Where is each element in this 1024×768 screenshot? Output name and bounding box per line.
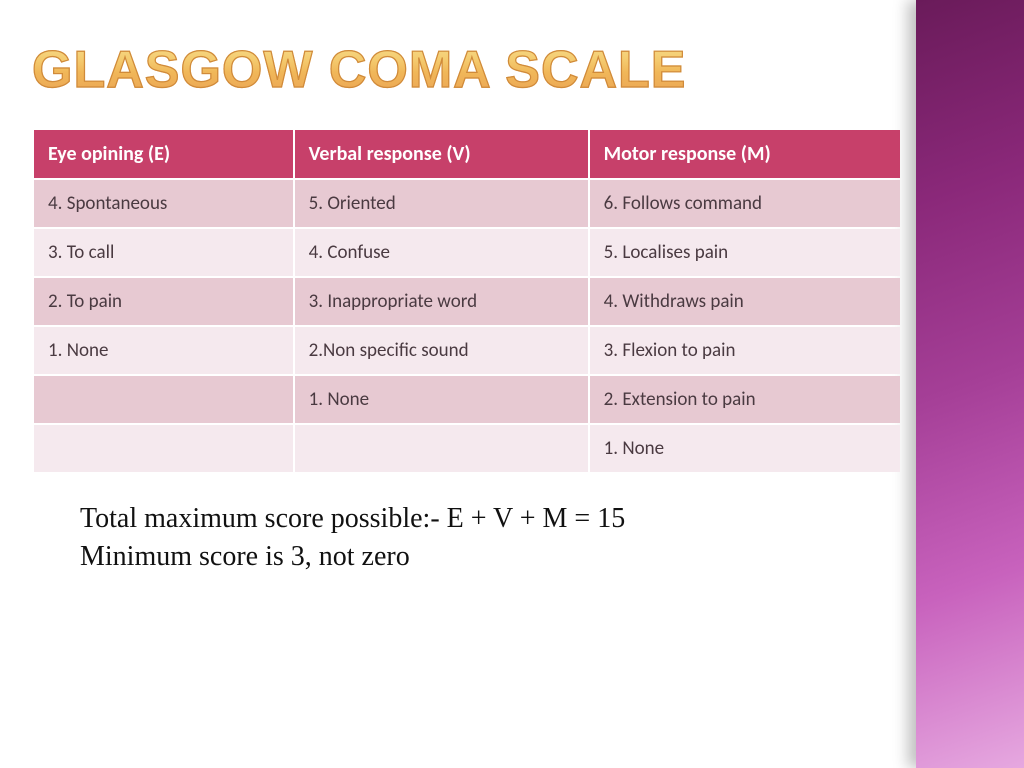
col-header-eye: Eye opining (E) [34, 130, 293, 178]
table-cell: 4. Confuse [295, 229, 588, 276]
gcs-table-body: 4. Spontaneous5. Oriented6. Follows comm… [34, 180, 900, 472]
table-row: 1. None2. Extension to pain [34, 376, 900, 423]
table-cell: 2. Extension to pain [590, 376, 900, 423]
table-cell: 2. To pain [34, 278, 293, 325]
table-cell: 1. None [34, 327, 293, 374]
table-row: 1. None [34, 425, 900, 472]
table-cell [34, 376, 293, 423]
table-cell: 3. Inappropriate word [295, 278, 588, 325]
gcs-table: Eye opining (E) Verbal response (V) Moto… [32, 128, 902, 474]
table-row: 4. Spontaneous5. Oriented6. Follows comm… [34, 180, 900, 227]
col-header-motor: Motor response (M) [590, 130, 900, 178]
note-min-score: Minimum score is 3, not zero [80, 538, 902, 576]
table-cell: 5. Localises pain [590, 229, 900, 276]
table-cell: 4. Spontaneous [34, 180, 293, 227]
table-header-row: Eye opining (E) Verbal response (V) Moto… [34, 130, 900, 178]
page-title: GLASGOW COMA SCALE [32, 40, 902, 100]
table-cell: 4. Withdraws pain [590, 278, 900, 325]
table-cell: 3. To call [34, 229, 293, 276]
table-cell: 1. None [590, 425, 900, 472]
table-row: 2. To pain3. Inappropriate word4. Withdr… [34, 278, 900, 325]
table-cell: 5. Oriented [295, 180, 588, 227]
table-cell: 2.Non specific sound [295, 327, 588, 374]
summary-notes: Total maximum score possible:- E + V + M… [80, 500, 902, 576]
table-row: 3. To call4. Confuse5. Localises pain [34, 229, 900, 276]
note-max-score: Total maximum score possible:- E + V + M… [80, 500, 902, 538]
table-cell: 6. Follows command [590, 180, 900, 227]
table-cell [34, 425, 293, 472]
side-accent-bar [916, 0, 1024, 768]
table-cell: 1. None [295, 376, 588, 423]
table-cell: 3. Flexion to pain [590, 327, 900, 374]
col-header-verbal: Verbal response (V) [295, 130, 588, 178]
table-cell [295, 425, 588, 472]
table-row: 1. None2.Non specific sound3. Flexion to… [34, 327, 900, 374]
slide-content: GLASGOW COMA SCALE Eye opining (E) Verba… [32, 40, 902, 576]
